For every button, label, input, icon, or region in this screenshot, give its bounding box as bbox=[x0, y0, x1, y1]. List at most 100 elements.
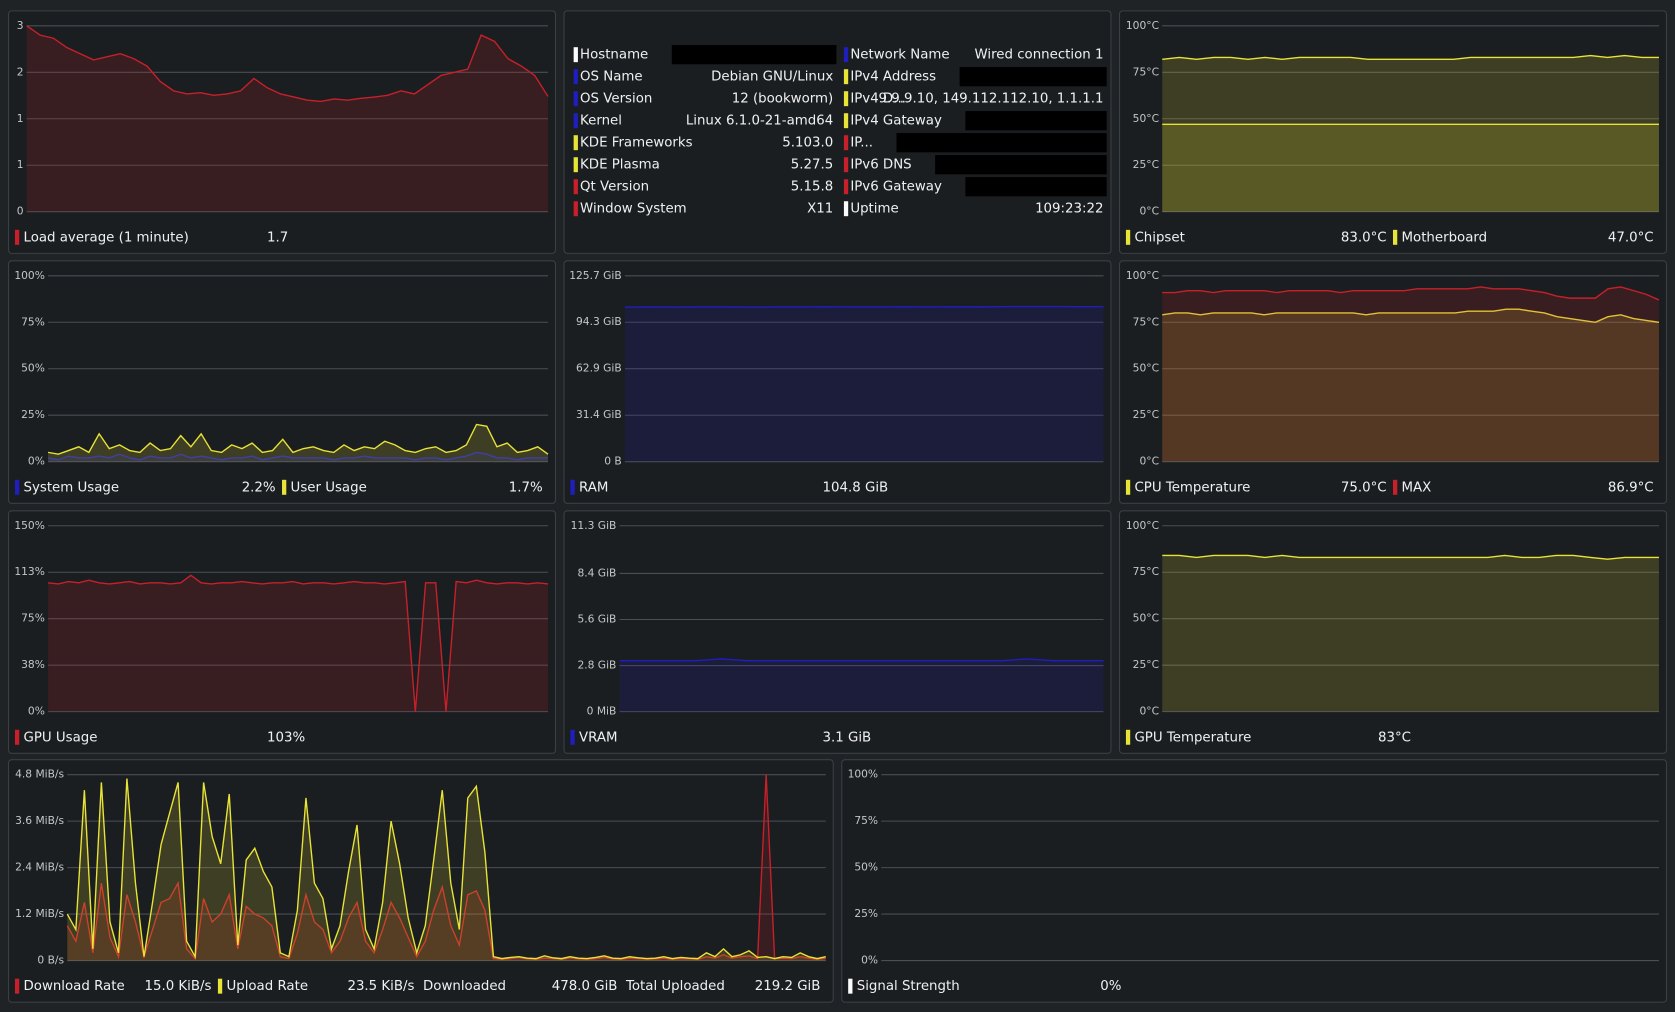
y-tick-label: 0 bbox=[17, 205, 24, 218]
y-tick-label: 2 bbox=[17, 65, 24, 78]
info-label: IPv4 D... bbox=[850, 92, 906, 107]
area-fill bbox=[48, 424, 549, 462]
y-tick-label: 25°C bbox=[1133, 658, 1159, 671]
redacted bbox=[935, 155, 1107, 175]
y-tick-label: 125.7 GiB bbox=[569, 269, 622, 282]
legend-label: Upload Rate bbox=[226, 979, 308, 994]
legend-label: RAM bbox=[579, 480, 608, 495]
legend-marker bbox=[573, 47, 578, 63]
legend-label: Downloaded bbox=[423, 979, 506, 994]
y-tick-label: 0% bbox=[28, 455, 45, 468]
y-tick-label: 50°C bbox=[1133, 112, 1159, 125]
y-tick-label: 25°C bbox=[1133, 408, 1159, 421]
info-value: 12 (bookworm) bbox=[732, 92, 834, 107]
y-tick-label: 3.6 MiB/s bbox=[15, 814, 64, 827]
legend-label: Motherboard bbox=[1402, 230, 1488, 245]
y-tick-label: 100% bbox=[848, 768, 879, 781]
legend-label: CPU Temperature bbox=[1134, 480, 1250, 495]
y-tick-label: 2.4 MiB/s bbox=[15, 861, 64, 874]
legend-marker bbox=[282, 479, 287, 495]
info-value: 5.15.8 bbox=[791, 180, 833, 195]
y-tick-label: 3 bbox=[17, 19, 24, 32]
y-tick-label: 50% bbox=[854, 861, 878, 874]
area-fill bbox=[1162, 124, 1659, 212]
panel bbox=[1118, 10, 1667, 254]
legend-value: 103% bbox=[267, 730, 305, 745]
area-fill bbox=[1162, 286, 1659, 462]
legend-marker bbox=[843, 91, 849, 107]
redacted bbox=[959, 67, 1107, 87]
y-tick-label: 1 bbox=[17, 112, 24, 125]
y-tick-label: 75% bbox=[854, 814, 878, 827]
legend-value: 23.5 KiB/s bbox=[347, 979, 414, 994]
y-tick-label: 8.4 GiB bbox=[577, 566, 616, 579]
y-tick-label: 38% bbox=[21, 658, 45, 671]
y-tick-label: 75°C bbox=[1133, 315, 1159, 328]
y-tick-label: 50°C bbox=[1133, 362, 1159, 375]
legend-label: VRAM bbox=[579, 730, 618, 745]
legend-marker bbox=[14, 978, 20, 994]
y-tick-label: 0% bbox=[28, 705, 45, 718]
redacted bbox=[965, 111, 1107, 131]
area-fill bbox=[619, 658, 1104, 712]
legend-marker bbox=[573, 135, 578, 151]
redacted bbox=[896, 133, 1107, 153]
redacted bbox=[671, 45, 837, 65]
legend-value: 75.0°C bbox=[1341, 480, 1387, 495]
y-tick-label: 4.8 MiB/s bbox=[15, 768, 64, 781]
info-label: KDE Frameworks bbox=[580, 136, 693, 151]
legend-value: 86.9°C bbox=[1608, 480, 1654, 495]
info-label: Hostname bbox=[580, 48, 648, 63]
legend-marker bbox=[843, 47, 849, 63]
y-tick-label: 150% bbox=[14, 519, 45, 532]
y-tick-label: 25% bbox=[854, 907, 878, 920]
y-tick-label: 11.3 GiB bbox=[571, 519, 617, 532]
legend-value: 478.0 GiB bbox=[552, 979, 618, 994]
y-tick-label: 50% bbox=[21, 362, 45, 375]
series-line bbox=[1162, 54, 1659, 60]
y-tick-label: 113% bbox=[14, 565, 45, 578]
area-fill bbox=[1162, 555, 1659, 712]
legend-marker bbox=[573, 179, 578, 195]
legend-marker bbox=[843, 179, 849, 195]
info-label: Network Name bbox=[850, 48, 949, 63]
info-value: Wired connection 1 bbox=[975, 48, 1104, 63]
legend-marker bbox=[1125, 729, 1131, 745]
legend-marker bbox=[848, 978, 853, 994]
legend-marker bbox=[14, 479, 20, 495]
y-tick-label: 100°C bbox=[1126, 519, 1159, 532]
legend-label: Load average (1 minute) bbox=[24, 230, 189, 245]
legend-marker bbox=[14, 229, 20, 245]
legend-value: 83°C bbox=[1378, 730, 1411, 745]
legend-marker bbox=[843, 135, 849, 151]
panel bbox=[8, 260, 557, 504]
info-label: KDE Plasma bbox=[580, 158, 660, 173]
info-label: IPv6 DNS bbox=[850, 158, 911, 173]
area-fill bbox=[48, 575, 549, 712]
y-tick-label: 62.9 GiB bbox=[576, 362, 622, 375]
y-tick-label: 1 bbox=[17, 158, 24, 171]
series-line bbox=[1162, 286, 1660, 301]
y-tick-label: 0°C bbox=[1139, 705, 1159, 718]
y-tick-label: 25°C bbox=[1133, 158, 1159, 171]
legend-marker bbox=[843, 69, 849, 85]
legend-label: Download Rate bbox=[24, 979, 125, 994]
y-tick-label: 75°C bbox=[1133, 565, 1159, 578]
y-tick-label: 5.6 GiB bbox=[577, 613, 616, 626]
y-tick-label: 75% bbox=[21, 612, 45, 625]
legend-marker bbox=[843, 201, 849, 217]
legend-marker bbox=[570, 729, 575, 745]
panel bbox=[563, 260, 1112, 504]
legend-value: 219.2 GiB bbox=[755, 979, 821, 994]
panel bbox=[841, 759, 1667, 1003]
legend-value: 1.7 bbox=[267, 230, 288, 245]
legend-value: 3.1 GiB bbox=[823, 730, 872, 745]
info-label: IPv4 Address bbox=[850, 70, 936, 85]
y-tick-label: 0°C bbox=[1139, 455, 1159, 468]
series-line bbox=[1162, 554, 1659, 560]
y-tick-label: 1.2 MiB/s bbox=[15, 907, 64, 920]
area-fill bbox=[48, 452, 549, 462]
panel bbox=[1118, 510, 1667, 754]
legend-marker bbox=[570, 479, 575, 495]
area-fill bbox=[67, 778, 826, 961]
